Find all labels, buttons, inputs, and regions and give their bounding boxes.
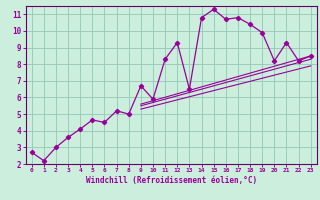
X-axis label: Windchill (Refroidissement éolien,°C): Windchill (Refroidissement éolien,°C) — [86, 176, 257, 185]
